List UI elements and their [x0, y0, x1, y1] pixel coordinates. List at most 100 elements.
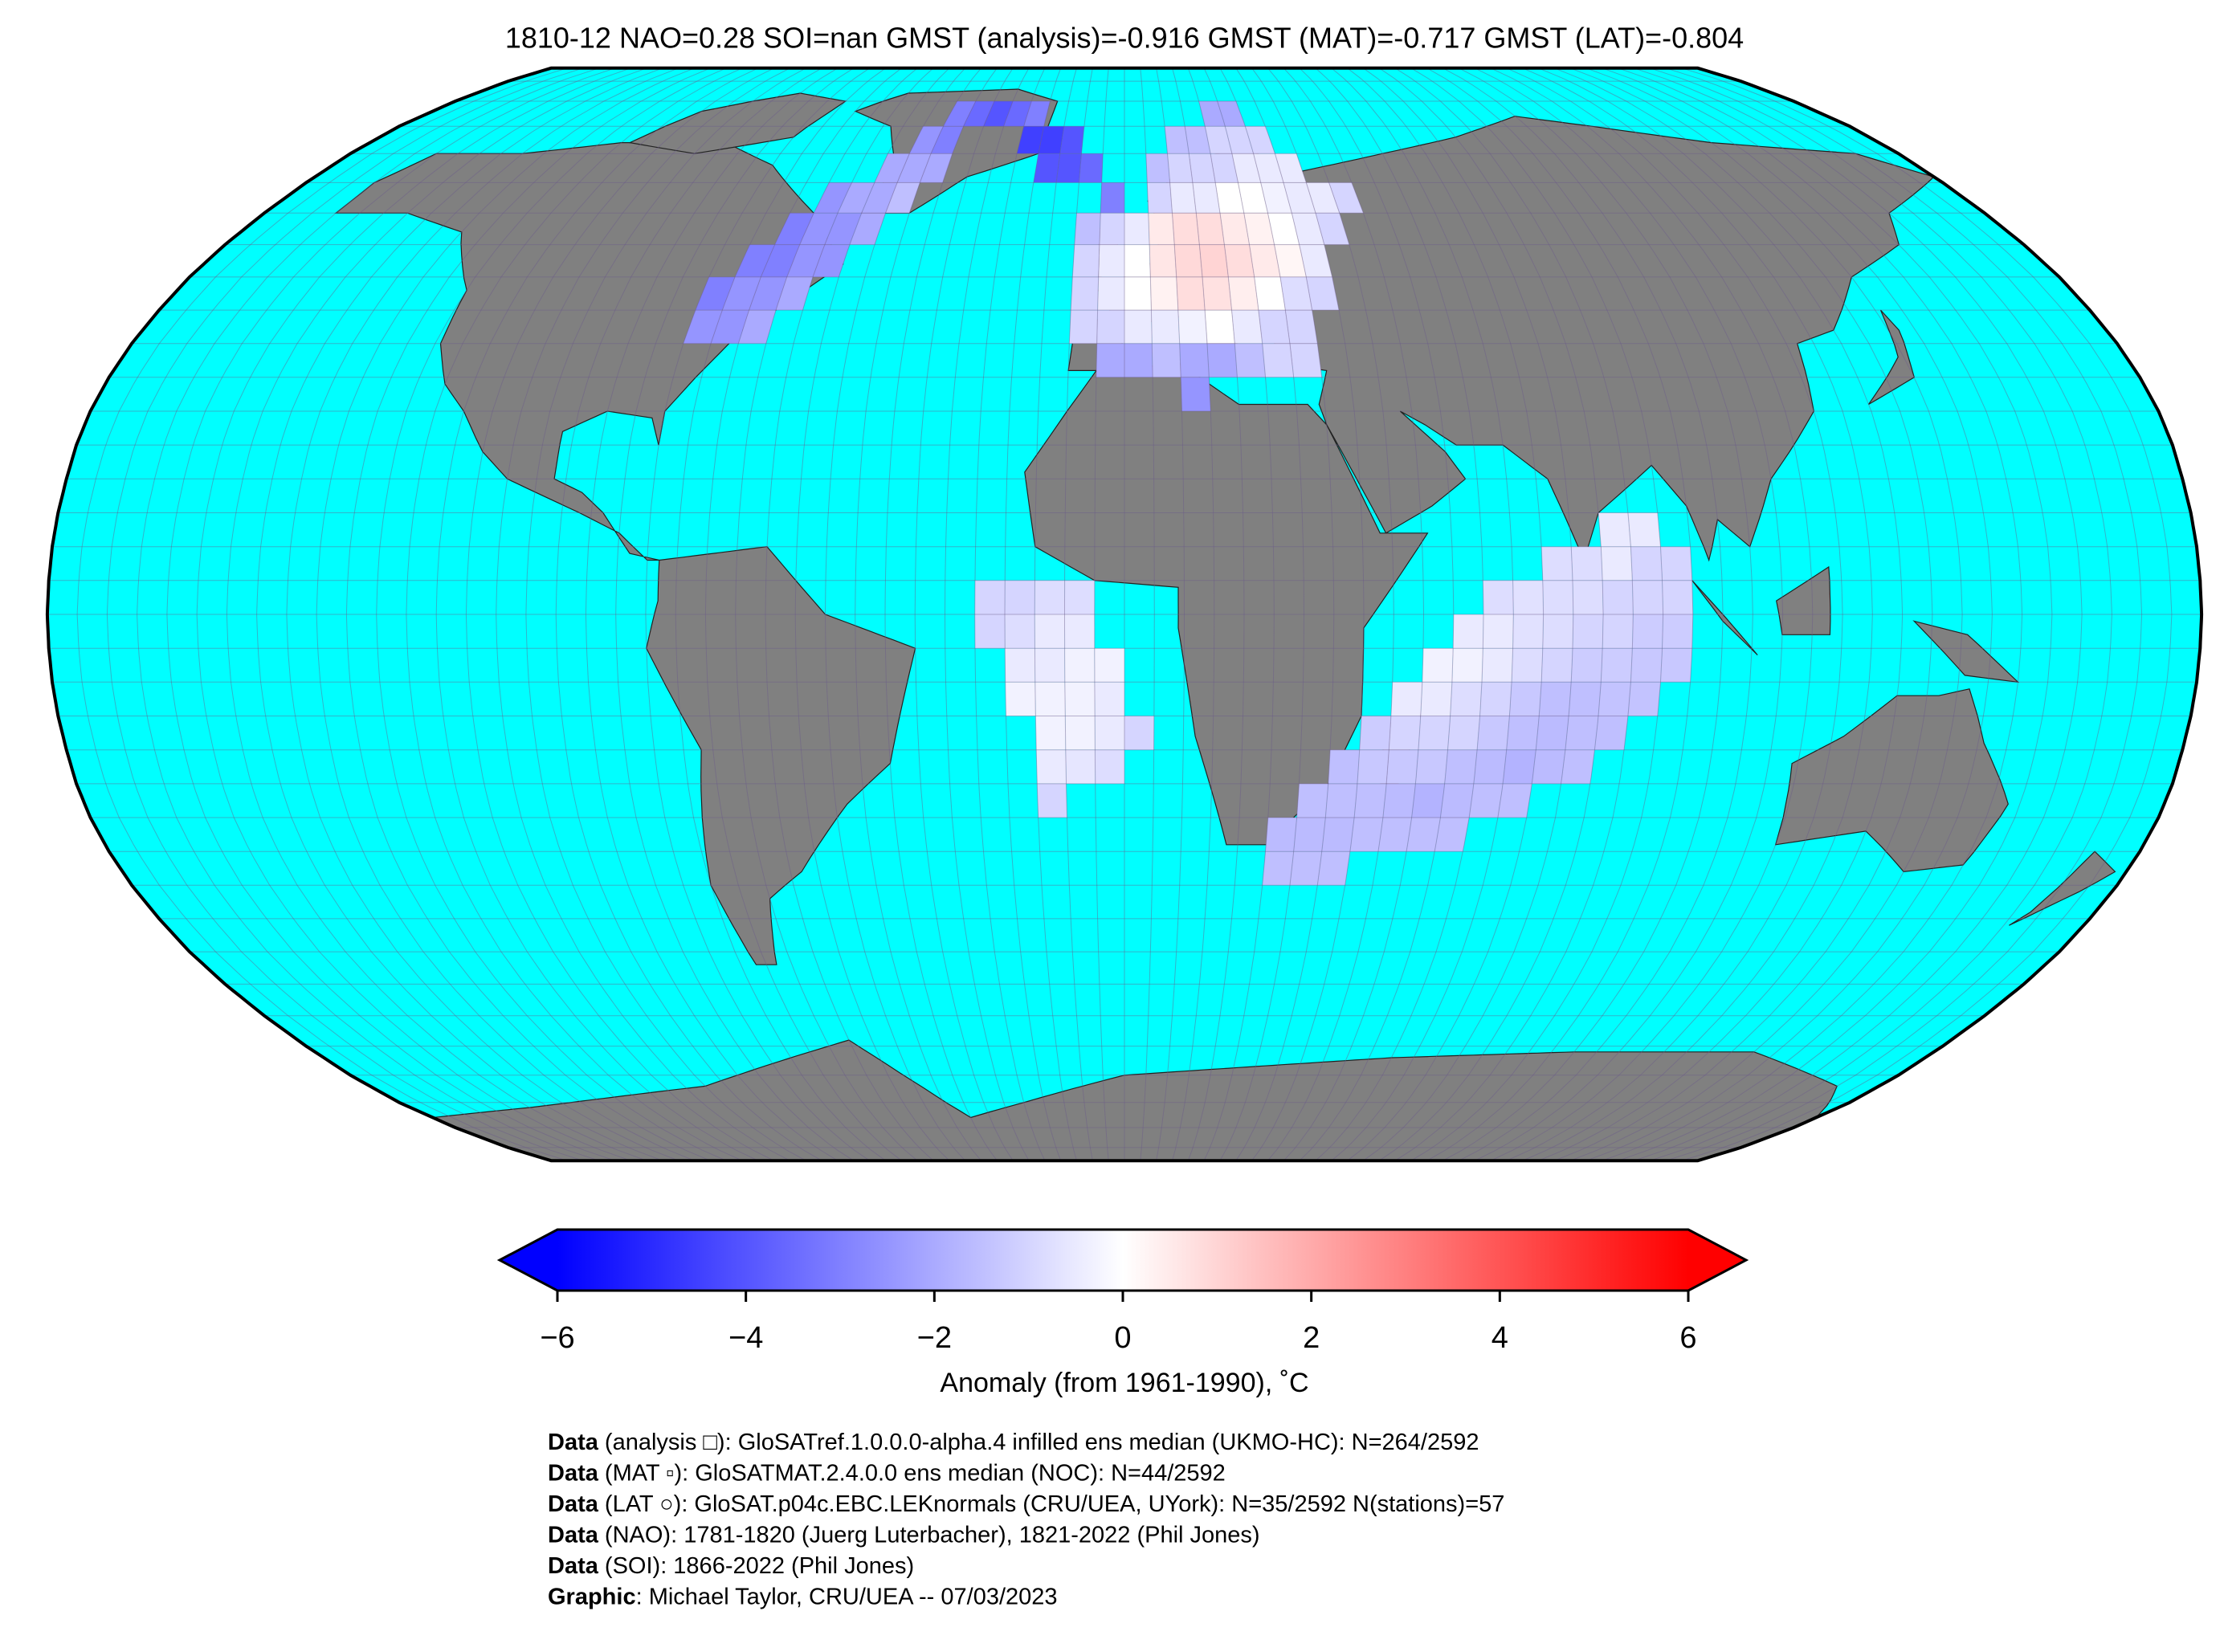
anomaly-cell: [1124, 276, 1152, 311]
footer-bold: Data: [548, 1553, 599, 1579]
anomaly-cell: [1005, 648, 1035, 683]
anomaly-cell: [1451, 648, 1483, 683]
anomaly-cell: [1628, 512, 1661, 547]
anomaly-cell: [1594, 716, 1628, 750]
anomaly-cell: [761, 244, 800, 277]
title: 1810-12 NAO=0.28 SOI=nan GMST (analysis)…: [505, 22, 1744, 55]
footer-text: (analysis □): GloSATref.1.0.0.0-alpha.4 …: [598, 1430, 1479, 1455]
anomaly-cell: [1069, 310, 1098, 344]
anomaly-cell: [1561, 749, 1595, 784]
land: [1776, 565, 1831, 635]
anomaly-cell: [874, 153, 910, 183]
anomaly-cell: [1064, 580, 1095, 614]
meridian: [645, 67, 871, 1161]
anomaly-cell: [1285, 310, 1318, 344]
anomaly-cell: [799, 213, 838, 245]
anomaly-cell: [1354, 783, 1387, 818]
anomaly-cell: [1390, 682, 1422, 716]
anomaly-cell: [1167, 153, 1193, 183]
colorbar: −6 −4 −2 0 2 4 6 Anomaly (from 1961-1990), ˚C: [496, 1228, 1749, 1398]
meridian: [1394, 67, 1634, 1161]
anomaly-cell: [1350, 818, 1383, 852]
tick-label: 0: [1114, 1321, 1131, 1355]
anomaly-cell: [1177, 310, 1207, 344]
anomaly-cell: [1569, 682, 1602, 716]
anomaly-cell: [1198, 101, 1226, 127]
anomaly-cell: [1262, 851, 1294, 886]
anomaly-cell: [1389, 716, 1421, 750]
anomaly-cell: [1602, 614, 1634, 649]
meridian: [1378, 67, 1604, 1161]
anomaly-cell: [1503, 749, 1536, 784]
meridian: [1538, 67, 1904, 1161]
anomaly-cell: [1234, 343, 1266, 377]
anomaly-cell: [1378, 818, 1412, 852]
anomaly-cell: [1165, 126, 1190, 154]
meridian: [1187, 67, 1245, 1161]
meridian: [226, 67, 647, 1161]
anomaly-cell: [683, 310, 723, 344]
meridian: [376, 67, 727, 1161]
meridian: [1681, 67, 2173, 1161]
anomaly-cell: [1253, 153, 1284, 183]
footer-line: Data (MAT ▫): GloSATMAT.2.4.0.0 ens medi…: [548, 1460, 1226, 1486]
meridian: [1585, 67, 1993, 1161]
anomaly-cell: [1149, 244, 1177, 277]
anomaly-cell: [1265, 818, 1297, 852]
anomaly-cell: [1450, 682, 1482, 716]
anomaly-cell: [1205, 126, 1232, 154]
anomaly-cell: [1124, 244, 1151, 277]
meridian: [286, 67, 679, 1161]
tick-label: −6: [540, 1321, 574, 1355]
anomaly-cell: [1192, 182, 1220, 214]
meridian: [1665, 67, 2143, 1161]
anomaly-cell: [1382, 783, 1416, 818]
anomaly-cell: [1124, 213, 1150, 245]
meridian: [615, 67, 855, 1161]
anomaly-cell: [1290, 851, 1322, 886]
anomaly-cell: [1542, 580, 1573, 614]
anomaly-cell: [1293, 818, 1326, 852]
anomaly-cell: [1254, 276, 1286, 311]
anomaly-cell: [1181, 377, 1211, 411]
meridian: [735, 67, 918, 1161]
anomaly-cell: [1176, 276, 1206, 311]
anomaly-cell: [1224, 244, 1255, 277]
anomaly-cell: [1328, 749, 1360, 784]
anomaly-cell: [885, 182, 920, 214]
anomaly-cell: [1306, 276, 1340, 311]
anomaly-cell: [1262, 343, 1294, 377]
anomaly-cell: [1541, 546, 1573, 581]
meridian: [675, 67, 886, 1161]
anomaly-cell: [1598, 512, 1631, 547]
footer: Data (analysis □): GloSATref.1.0.0.0-alp…: [548, 1430, 1504, 1610]
anomaly-cell: [1034, 648, 1065, 683]
anomaly-cell: [920, 153, 953, 183]
meridian: [1554, 67, 1933, 1161]
anomaly-cell: [1124, 716, 1154, 750]
meridian: [1299, 67, 1455, 1161]
anomaly-cell: [1497, 783, 1532, 818]
meridian: [316, 67, 695, 1161]
anomaly-cell: [1434, 818, 1470, 852]
anomaly-cell: [1630, 648, 1663, 683]
land: [628, 92, 847, 154]
anomaly-cell: [1317, 851, 1350, 886]
anomaly-cell: [983, 101, 1014, 127]
anomaly-cell: [1147, 182, 1173, 214]
anomaly-cell: [1660, 648, 1692, 683]
anomaly-cell: [1321, 818, 1355, 852]
anomaly-cell: [1172, 213, 1200, 245]
meridian: [1172, 67, 1215, 1161]
anomaly-cell: [1573, 614, 1604, 649]
meridian: [555, 67, 822, 1161]
colorbar-extend-high: [1688, 1230, 1746, 1291]
meridian: [585, 67, 839, 1161]
meridian: [1235, 67, 1335, 1161]
land: [1912, 620, 2020, 683]
anomaly-cell: [1483, 580, 1514, 614]
meridian: [1283, 67, 1425, 1161]
anomaly-cell: [1150, 276, 1178, 311]
anomaly-cell: [1179, 343, 1210, 377]
anomaly-cell: [1003, 101, 1032, 127]
